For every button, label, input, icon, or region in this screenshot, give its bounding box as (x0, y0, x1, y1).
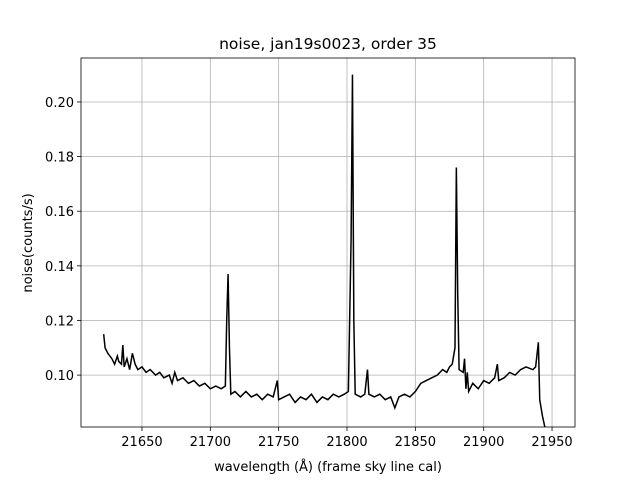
y-tick-label: 0.12 (45, 314, 74, 329)
plot-layer: 21650 21700 21750 21800 21850 21900 21950 0.10 0… (45, 58, 575, 450)
y-tick-label: 0.16 (45, 205, 74, 220)
data-line (102, 74, 546, 427)
y-tick-label: 0.20 (45, 96, 74, 111)
y-tick-label: 0.18 (45, 151, 74, 166)
x-tick-label: 21650 (121, 435, 162, 450)
x-tick-label: 21850 (395, 435, 436, 450)
x-axis-label: wavelength (Å) (frame sky line cal) (214, 459, 442, 475)
axes-frame (80, 57, 576, 428)
y-tick-label: 0.14 (45, 260, 74, 275)
chart-title: noise, jan19s0023, order 35 (219, 35, 437, 53)
x-tick-label: 21800 (326, 435, 367, 450)
x-tick-label: 21900 (463, 435, 504, 450)
x-tick-label: 21950 (531, 435, 572, 450)
x-tick-label: 21700 (190, 435, 231, 450)
y-axis-label: noise(counts/s) (21, 193, 36, 292)
x-tick-label: 21750 (258, 435, 299, 450)
y-tick-label: 0.10 (45, 369, 74, 384)
